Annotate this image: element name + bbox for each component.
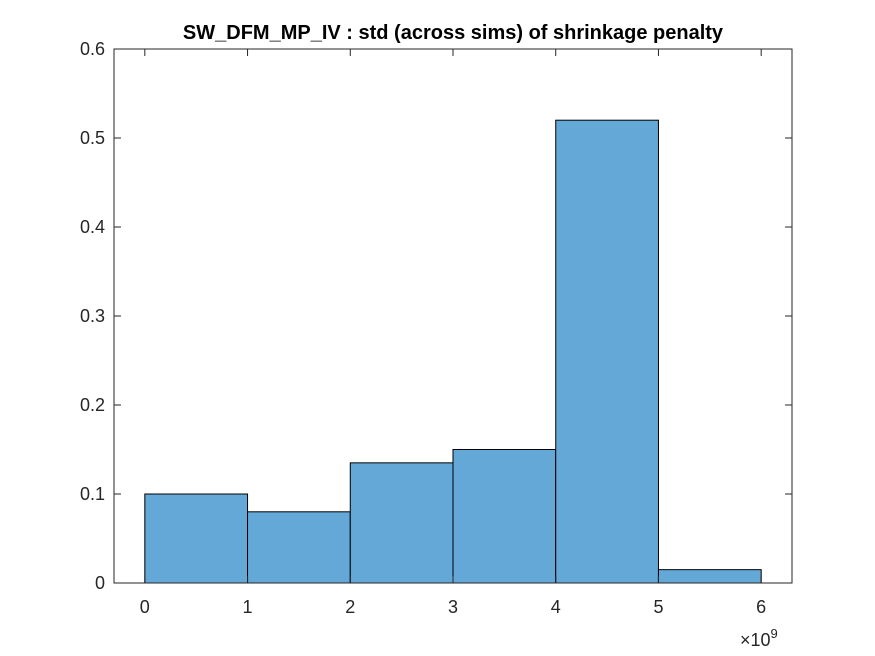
x-exponent-base: ×10 bbox=[740, 630, 771, 650]
histogram-bar bbox=[657, 569, 762, 584]
y-tick-label: 0.5 bbox=[80, 128, 105, 148]
histogram-bar bbox=[349, 462, 454, 584]
x-tick-label: 1 bbox=[243, 597, 253, 617]
y-tick-label: 0.6 bbox=[80, 39, 105, 59]
x-tick-label: 3 bbox=[448, 597, 458, 617]
x-tick-label: 5 bbox=[653, 597, 663, 617]
x-tick-label: 0 bbox=[140, 597, 150, 617]
histogram-bar bbox=[144, 493, 249, 584]
histogram-bar bbox=[247, 511, 351, 584]
x-axis-exponent-label: ×109 bbox=[740, 626, 778, 650]
y-tick-label: 0.4 bbox=[80, 217, 105, 237]
chart-title: SW_DFM_MP_IV : std (across sims) of shri… bbox=[183, 22, 724, 44]
y-tick-label: 0 bbox=[95, 573, 105, 593]
axis-ticks: 0 1 2 3 4 5 6 0 0.1 0.2 0.3 0.4 0.5 0.6 bbox=[80, 39, 792, 617]
y-tick-label: 0.3 bbox=[80, 306, 105, 326]
histogram-bar bbox=[452, 449, 557, 584]
x-exponent-power: 9 bbox=[771, 626, 778, 641]
histogram-bar bbox=[555, 119, 659, 584]
y-tick-label: 0.1 bbox=[80, 484, 105, 504]
histogram-bars bbox=[144, 119, 762, 584]
x-tick-label: 2 bbox=[345, 597, 355, 617]
x-tick-label: 6 bbox=[756, 597, 766, 617]
y-tick-label: 0.2 bbox=[80, 395, 105, 415]
x-tick-label: 4 bbox=[551, 597, 561, 617]
